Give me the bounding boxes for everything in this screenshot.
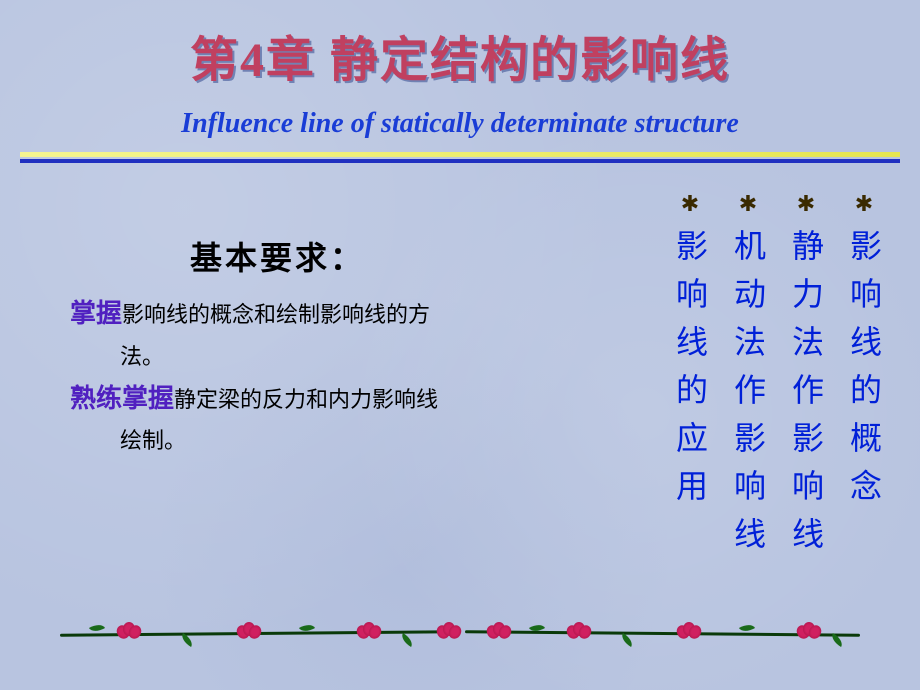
- topic-column-2: ✱ 机动法作影响线: [732, 193, 764, 565]
- bullet-icon: ✱: [681, 193, 699, 215]
- topic-column-3: ✱ 静力法作影响线: [790, 193, 822, 565]
- topic-column-4: ✱ 影响线的概念: [848, 193, 880, 565]
- page-title: 第4章 静定结构的影响线: [0, 0, 920, 90]
- bullet-icon: ✱: [797, 193, 815, 215]
- requirement-line-1b: 法。: [60, 339, 580, 374]
- topic-text-3: 静力法作影响线: [790, 229, 822, 565]
- bullet-icon: ✱: [739, 193, 757, 215]
- content-area: 基本要求： 掌握影响线的概念和绘制影响线的方 法。 熟练掌握静定梁的反力和内力影…: [0, 163, 920, 593]
- topic-text-4: 影响线的概念: [848, 229, 880, 517]
- requirement-line-2b: 绘制。: [60, 423, 580, 458]
- requirements-block: 基本要求： 掌握影响线的概念和绘制影响线的方 法。 熟练掌握静定梁的反力和内力影…: [60, 233, 580, 459]
- requirement-text-1a: 影响线的概念和绘制影响线的方: [122, 302, 430, 327]
- bullet-icon: ✱: [855, 193, 873, 215]
- requirement-line-1a: 掌握影响线的概念和绘制影响线的方: [60, 293, 580, 335]
- topic-text-2: 机动法作影响线: [732, 229, 764, 565]
- requirement-text-2a: 静定梁的反力和内力影响线: [174, 387, 438, 412]
- requirements-heading: 基本要求：: [190, 233, 580, 279]
- requirement-line-2a: 熟练掌握静定梁的反力和内力影响线: [60, 378, 580, 420]
- topic-column-1: ✱ 影响线的应用: [674, 193, 706, 565]
- footer-decoration: [0, 610, 920, 660]
- requirement-keyword-1: 掌握: [70, 298, 122, 328]
- divider-top: [20, 152, 900, 157]
- topic-text-1: 影响线的应用: [674, 229, 706, 517]
- vine-ornament: [60, 610, 860, 660]
- page-subtitle: Influence line of statically determinate…: [0, 108, 920, 140]
- vertical-topics: ✱ 影响线的应用 ✱ 机动法作影响线 ✱ 静力法作影响线 ✱ 影响线的概念: [674, 193, 880, 565]
- requirement-keyword-2: 熟练掌握: [70, 383, 174, 413]
